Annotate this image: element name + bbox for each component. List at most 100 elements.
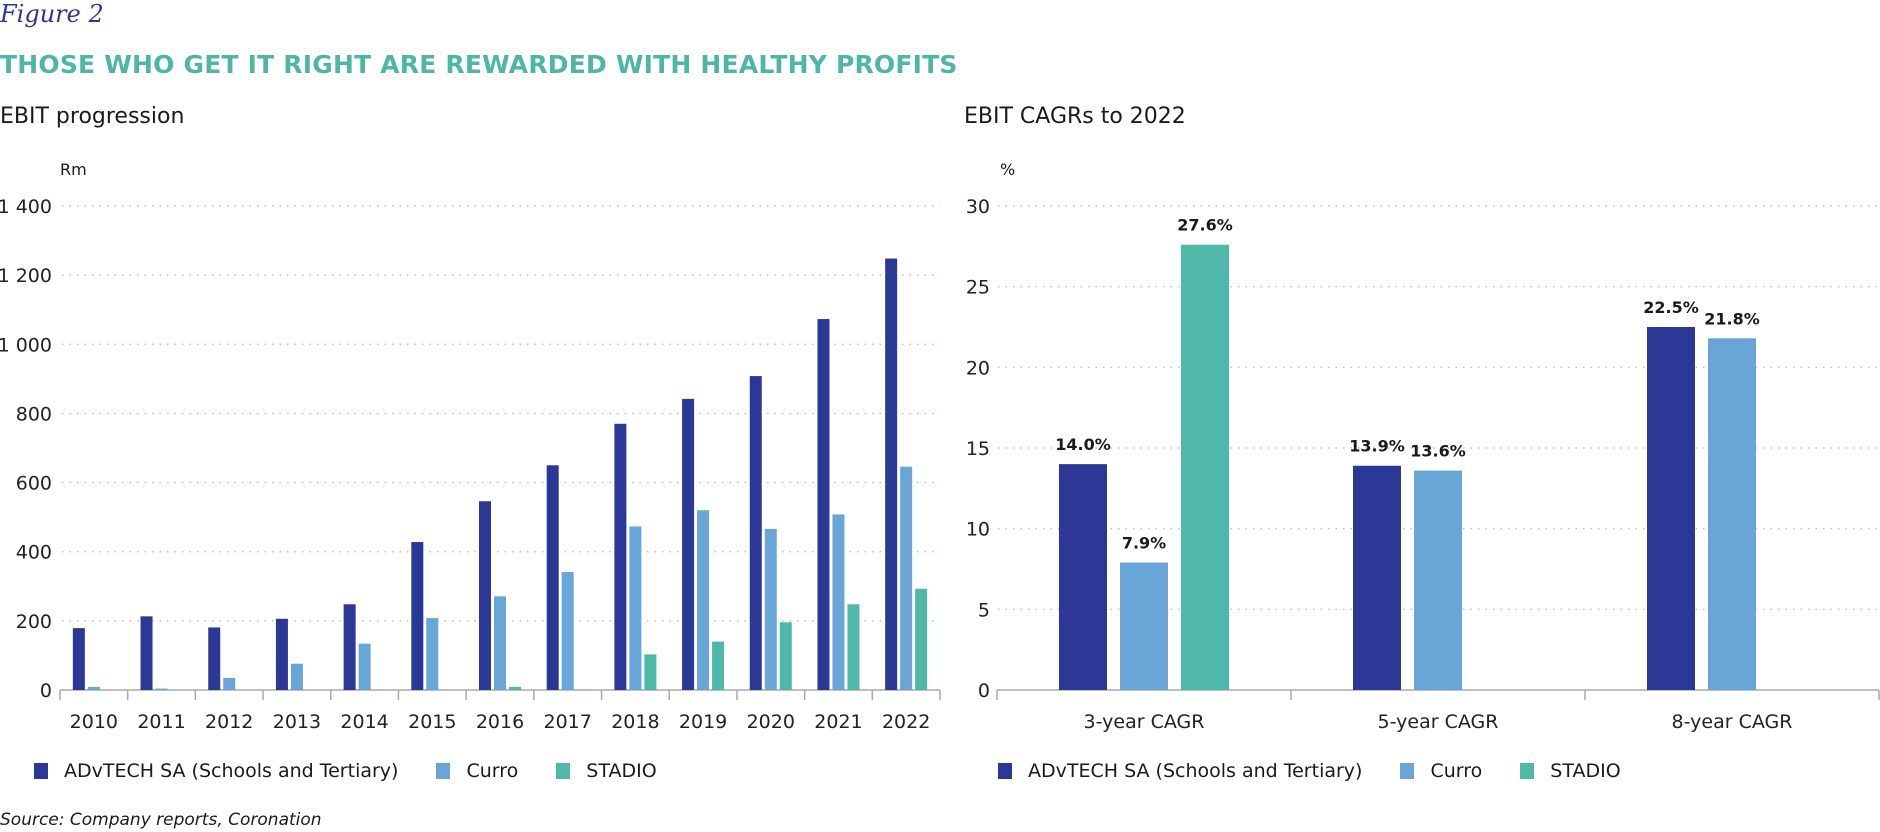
bar-advtech (817, 319, 830, 690)
advtech-swatch-icon (998, 763, 1012, 779)
curro-swatch-icon (436, 763, 451, 779)
data-label: 13.6% (1410, 442, 1466, 461)
legend-label: Curro (466, 760, 519, 782)
bar-advtech (275, 618, 288, 690)
x-category-label: 2015 (408, 711, 456, 733)
bar-curro (764, 528, 777, 690)
bar-advtech (614, 423, 627, 690)
bar-curro (629, 526, 642, 690)
bar-advtech (1647, 327, 1695, 690)
data-label: 14.0% (1055, 435, 1111, 454)
y-tick-label: 600 (16, 473, 52, 495)
legend-item-curro: Curro (1400, 760, 1482, 782)
bar-curro (1708, 338, 1756, 690)
bar-curro (290, 663, 303, 690)
y-tick-label: 15 (966, 438, 990, 460)
x-category-label: 2016 (476, 711, 524, 733)
legend-item-advtech: ADvTECH SA (Schools and Tertiary) (34, 760, 398, 782)
x-category-label: 2013 (273, 711, 321, 733)
bar-advtech (749, 376, 762, 690)
source-note: Source: Company reports, Coronation (0, 810, 322, 830)
data-label: 21.8% (1704, 309, 1760, 328)
bar-curro (832, 514, 845, 690)
legend-item-curro: Curro (436, 760, 518, 782)
right-chart-title: EBIT CAGRs to 2022 (964, 104, 1186, 129)
bar-curro (697, 510, 710, 690)
data-label: 22.5% (1643, 298, 1699, 317)
right-legend: ADvTECH SA (Schools and Tertiary) Curro … (998, 760, 1659, 782)
x-category-label: 2018 (611, 711, 659, 733)
x-category-label: 2020 (747, 711, 795, 733)
bar-curro (358, 643, 371, 690)
stadio-swatch-icon (556, 763, 571, 779)
bar-advtech (1059, 464, 1107, 690)
x-category-label: 5-year CAGR (1378, 711, 1499, 733)
bar-advtech (140, 616, 153, 690)
data-label: 27.6% (1177, 216, 1233, 235)
bar-curro (561, 572, 574, 690)
bar-stadio (509, 686, 521, 690)
y-tick-label: 1 200 (0, 265, 52, 287)
bar-stadio (779, 622, 792, 690)
left-legend: ADvTECH SA (Schools and Tertiary) Curro … (34, 760, 695, 782)
bar-advtech (885, 258, 898, 690)
y-tick-label: 25 (966, 277, 990, 299)
x-category-label: 2017 (544, 711, 592, 733)
data-label: 7.9% (1122, 534, 1166, 553)
x-category-label: 2012 (205, 711, 253, 733)
bar-curro (223, 677, 236, 690)
left-chart-title: EBIT progression (0, 104, 185, 129)
x-category-label: 2022 (882, 711, 930, 733)
y-tick-label: 800 (16, 403, 52, 425)
right-y-unit: % (1000, 160, 1016, 179)
ebit-cagr-chart: 0 5 10 15 20 25 30 3-year CAGR 14.0% 7.9% 27.6% 5-y… (966, 196, 1880, 733)
x-category-label: 2011 (137, 711, 185, 733)
bar-curro (494, 596, 506, 690)
bar-advtech (208, 627, 221, 690)
y-tick-label: 10 (966, 519, 990, 541)
bar-curro (155, 688, 168, 690)
legend-label: ADvTECH SA (Schools and Tertiary) (1028, 760, 1363, 782)
bar-curro (900, 466, 913, 690)
y-tick-label: 5 (978, 599, 990, 621)
bar-advtech (479, 501, 491, 690)
bar-curro (87, 686, 100, 690)
legend-item-stadio: STADIO (556, 760, 657, 782)
figure-label: Figure 2 (0, 0, 104, 28)
figure-title: THOSE WHO GET IT RIGHT ARE REWARDED WITH… (0, 50, 958, 79)
stadio-swatch-icon (1520, 763, 1535, 779)
bar-curro (426, 618, 439, 690)
x-category-label: 2014 (340, 711, 388, 733)
bar-advtech (682, 398, 695, 690)
bar-advtech (1353, 465, 1401, 690)
x-category-label: 2019 (679, 711, 727, 733)
y-tick-label: 20 (966, 357, 990, 379)
y-tick-label: 400 (16, 542, 52, 564)
legend-label: STADIO (1550, 760, 1621, 782)
bar-stadio (1181, 244, 1229, 690)
left-y-unit: Rm (60, 160, 87, 179)
bar-advtech (343, 604, 356, 690)
y-tick-label: 30 (966, 196, 990, 218)
ebit-progression-chart: 0 200 400 600 800 1 000 1 200 1 400 2010 2011 2012… (0, 196, 941, 733)
advtech-swatch-icon (34, 763, 48, 779)
legend-item-advtech: ADvTECH SA (Schools and Tertiary) (998, 760, 1362, 782)
y-tick-label: 0 (978, 680, 990, 702)
bar-stadio (712, 641, 725, 690)
x-category-label: 8-year CAGR (1672, 711, 1793, 733)
bar-stadio (915, 588, 928, 690)
bar-stadio (644, 654, 657, 690)
y-tick-label: 1 400 (0, 196, 52, 218)
bar-curro (1120, 562, 1168, 690)
y-tick-label: 0 (40, 680, 52, 702)
data-label: 13.9% (1349, 437, 1405, 456)
curro-swatch-icon (1400, 763, 1415, 779)
legend-item-stadio: STADIO (1520, 760, 1621, 782)
x-category-label: 2010 (70, 711, 118, 733)
legend-label: ADvTECH SA (Schools and Tertiary) (64, 760, 399, 782)
bar-advtech (411, 542, 424, 690)
bar-stadio (847, 604, 860, 690)
y-tick-label: 1 000 (0, 334, 52, 356)
x-category-label: 2021 (814, 711, 862, 733)
bar-advtech (546, 465, 559, 690)
